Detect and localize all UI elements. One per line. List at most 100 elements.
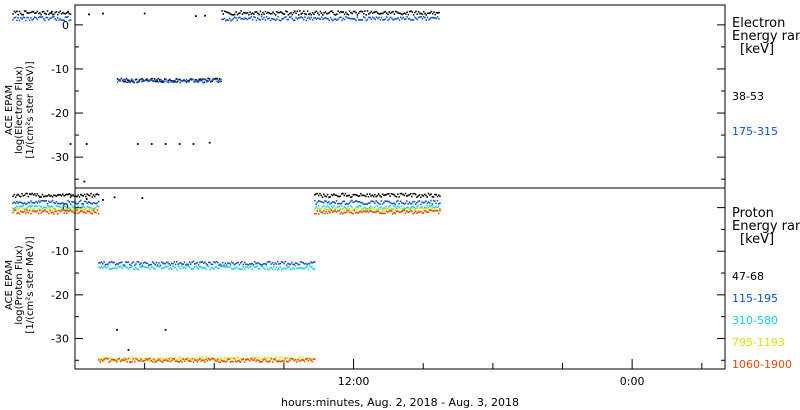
data-point	[16, 194, 18, 197]
data-point	[407, 13, 410, 16]
data-point	[51, 211, 54, 214]
data-point	[421, 205, 423, 208]
data-point	[289, 360, 292, 362]
data-point	[35, 12, 37, 14]
data-point	[13, 193, 16, 196]
data-point	[178, 266, 181, 268]
data-point	[116, 267, 118, 270]
data-point	[360, 19, 362, 21]
data-point	[18, 19, 21, 22]
data-point	[413, 200, 416, 203]
data-point	[288, 266, 290, 268]
data-point	[399, 192, 402, 195]
data-point	[428, 19, 430, 21]
data-point	[245, 12, 247, 15]
data-point	[138, 80, 140, 83]
data-point	[372, 207, 375, 210]
data-point	[370, 205, 372, 208]
data-point	[53, 207, 55, 210]
data-point	[127, 79, 129, 81]
data-point	[62, 193, 64, 195]
data-point	[400, 192, 403, 195]
data-point	[171, 80, 174, 83]
data-point	[94, 195, 96, 198]
data-point	[87, 208, 90, 211]
data-point	[351, 206, 353, 208]
data-point	[112, 358, 114, 361]
data-point	[22, 208, 24, 210]
data-point	[222, 13, 224, 15]
electron-legend-channel-0: 38-53	[732, 90, 764, 103]
data-point	[277, 11, 279, 14]
data-point	[398, 203, 400, 205]
data-point	[347, 203, 349, 205]
data-point	[37, 12, 40, 15]
data-point	[276, 18, 278, 20]
data-point	[44, 200, 46, 202]
data-point	[81, 206, 83, 208]
data-point	[283, 13, 286, 15]
data-point	[163, 359, 165, 362]
data-point	[388, 193, 390, 195]
data-point	[389, 195, 391, 197]
data-point	[216, 80, 218, 83]
data-point	[222, 360, 224, 363]
data-point	[298, 266, 301, 269]
data-point	[352, 201, 354, 204]
data-point	[163, 267, 165, 269]
data-point	[135, 357, 137, 360]
data-point	[153, 359, 155, 362]
data-point	[105, 267, 108, 269]
data-point	[306, 17, 309, 20]
data-point	[397, 210, 399, 212]
data-point	[344, 212, 347, 214]
data-point	[137, 81, 139, 84]
data-point	[430, 10, 433, 13]
data-point	[225, 19, 227, 22]
data-point	[136, 268, 138, 270]
data-point	[260, 361, 262, 363]
data-point	[53, 194, 55, 196]
data-point	[202, 78, 204, 80]
data-point	[223, 360, 225, 362]
data-point	[49, 17, 51, 20]
data-point	[214, 266, 216, 269]
data-point	[188, 360, 191, 362]
data-point	[269, 356, 271, 359]
data-point	[321, 212, 324, 214]
data-point	[291, 17, 293, 20]
data-point	[394, 206, 396, 208]
data-point	[218, 357, 220, 359]
data-point	[98, 357, 100, 360]
data-point	[362, 210, 365, 213]
data-point	[409, 193, 412, 195]
data-point	[37, 195, 40, 197]
data-point	[320, 194, 322, 197]
data-point	[261, 360, 264, 363]
data-point	[334, 207, 336, 209]
data-point	[54, 11, 56, 14]
data-point	[407, 203, 409, 205]
data-point	[291, 261, 293, 264]
data-point	[235, 11, 237, 13]
data-point	[16, 207, 18, 209]
data-point	[323, 193, 325, 196]
data-point	[260, 265, 262, 268]
data-point	[377, 12, 379, 14]
data-point	[140, 262, 142, 264]
data-point	[383, 11, 385, 13]
data-point	[369, 16, 371, 19]
data-point	[234, 360, 237, 363]
data-point	[28, 205, 31, 207]
data-point	[365, 19, 367, 22]
data-point	[181, 80, 184, 82]
data-point	[134, 268, 136, 271]
data-point	[69, 13, 72, 16]
data-point	[51, 10, 53, 13]
data-point	[393, 211, 395, 214]
data-point	[187, 359, 190, 362]
data-point	[178, 143, 181, 145]
data-point	[277, 360, 279, 363]
data-point	[73, 201, 76, 204]
data-point	[67, 199, 69, 202]
